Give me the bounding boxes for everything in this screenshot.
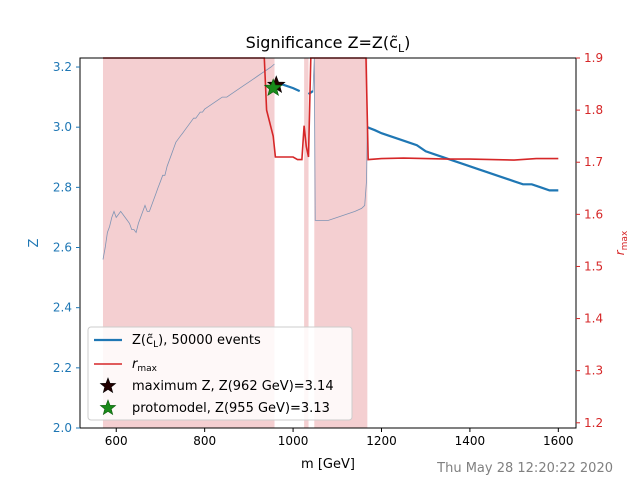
legend-label-rmax: rmax (132, 357, 158, 374)
right-tick-label: 1.7 (584, 155, 603, 169)
left-tick-label: 2.8 (53, 180, 72, 194)
right-tick-label: 1.9 (584, 51, 603, 65)
left-tick-label: 3.0 (53, 120, 72, 134)
right-tick-label: 1.4 (584, 312, 603, 326)
right-axis-ticks: 1.2 1.3 1.4 1.5 1.6 1.7 1.8 1.9 (576, 51, 603, 430)
legend-label-z: Z(c̃L), 50000 events (132, 333, 261, 350)
legend-label-proto: protomodel, Z(955 GeV)=3.13 (132, 401, 330, 416)
x-tick-label: 800 (193, 434, 216, 448)
right-axis-label: rmax (613, 230, 630, 255)
x-tick-label: 1000 (278, 434, 309, 448)
markers (263, 75, 286, 97)
timestamp: Thu May 28 12:20:22 2020 (436, 461, 613, 476)
x-tick-label: 1600 (543, 434, 574, 448)
legend-box (87, 326, 353, 421)
left-tick-label: 2.2 (53, 361, 72, 375)
plot-frame (79, 57, 577, 429)
protomodel-star-icon (263, 78, 283, 97)
x-axis-ticks: 600 800 1000 1200 1400 1600 (105, 428, 574, 448)
excluded-region-1 (304, 58, 309, 428)
z-thin-series (102, 57, 368, 260)
chart-title: Significance Z=Z(c̃L) (246, 33, 411, 55)
left-tick-label: 2.6 (53, 241, 72, 255)
z-segment-2 (366, 126, 559, 192)
x-tick-label: 600 (105, 434, 128, 448)
left-tick-label: 2.0 (53, 421, 72, 435)
legend-star-proto-icon (99, 399, 117, 416)
x-tick-label: 1400 (455, 434, 486, 448)
x-tick-label: 1200 (366, 434, 397, 448)
left-axis-ticks: 2.0 2.2 2.4 2.6 2.8 3.0 3.2 (53, 60, 80, 435)
legend-label-max: maximum Z, Z(962 GeV)=3.14 (132, 379, 334, 394)
left-axis-label: Z (27, 238, 42, 247)
z-thin-line (102, 63, 275, 260)
right-tick-label: 1.6 (584, 207, 603, 221)
left-tick-label: 3.2 (53, 60, 72, 74)
left-tick-label: 2.4 (53, 301, 72, 315)
z-thin-tail-line (312, 57, 368, 221)
x-axis-label: m [GeV] (301, 457, 355, 472)
right-tick-label: 1.5 (584, 259, 603, 273)
right-tick-label: 1.2 (584, 416, 603, 430)
legend-star-max-icon (99, 377, 117, 394)
legend: Z(c̃L), 50000 events rmax maximum Z, Z(9… (87, 326, 353, 421)
right-tick-label: 1.3 (584, 364, 603, 378)
right-tick-label: 1.8 (584, 103, 603, 117)
